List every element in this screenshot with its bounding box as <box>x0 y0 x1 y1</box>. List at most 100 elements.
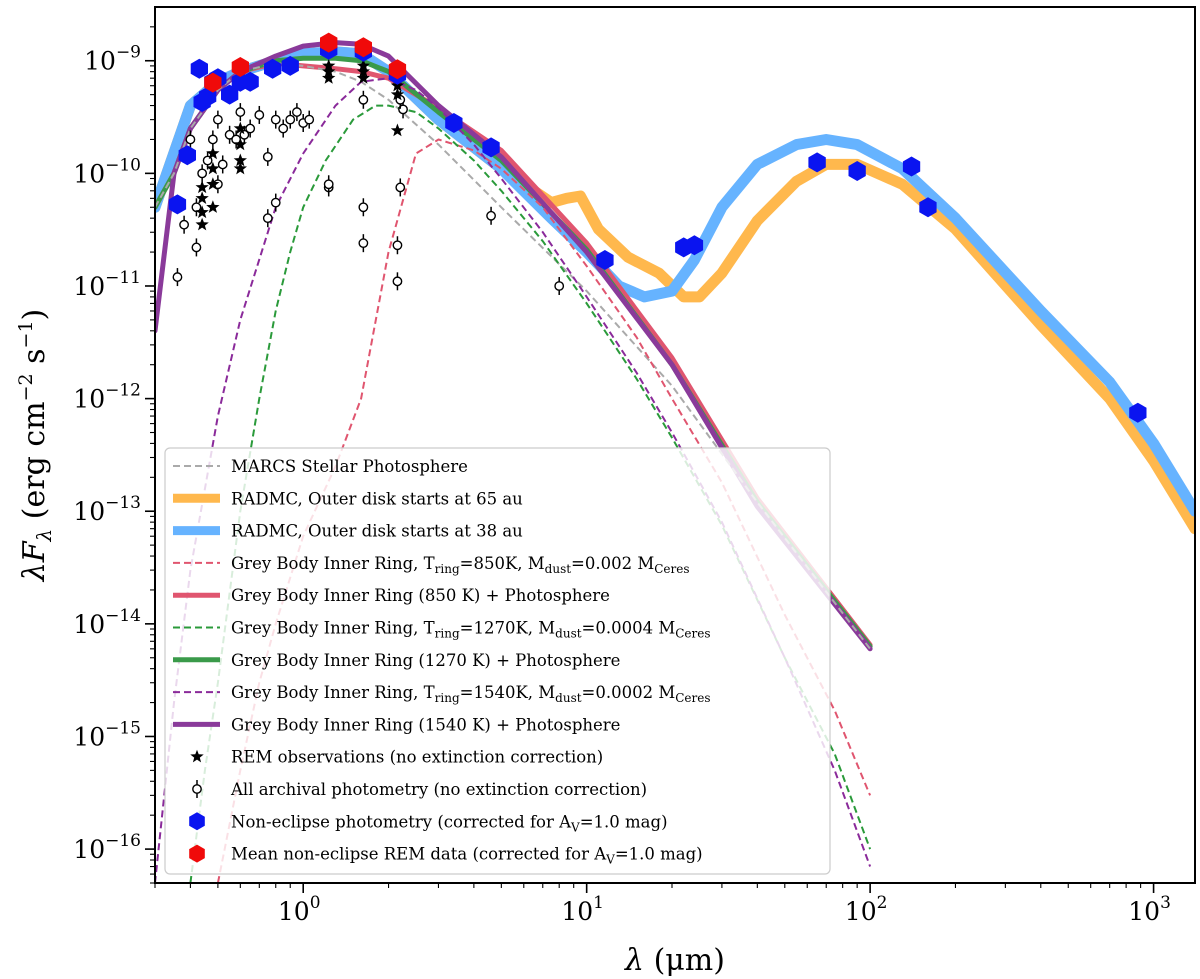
legend-entry-radmc65: RADMC, Outer disk starts at 65 au <box>173 489 523 508</box>
archival-point <box>191 202 202 213</box>
archival-point <box>323 179 334 190</box>
y-tick-label: 10−14 <box>73 606 141 639</box>
rem-point <box>322 64 336 78</box>
y-tick-label: 10−15 <box>73 718 141 751</box>
rem-point <box>390 87 405 101</box>
noneclipse-point <box>221 84 239 105</box>
legend-label: MARCS Stellar Photosphere <box>231 457 468 476</box>
x-tick-label: 103 <box>1128 893 1171 926</box>
legend-label: RADMC, Outer disk starts at 65 au <box>231 489 523 508</box>
legend-entry-ring850: Grey Body Inner Ring, Tring=850K, Mdust=… <box>173 554 690 576</box>
noneclipse-point <box>241 71 259 92</box>
archival-point <box>235 107 246 117</box>
legend-entry-ring1540ph: Grey Body Inner Ring (1540 K) + Photosph… <box>173 715 620 734</box>
rem-point <box>233 153 247 167</box>
rem-point <box>322 58 336 72</box>
legend-swatch <box>189 812 205 831</box>
rem-mean-point <box>320 32 338 53</box>
rem-point <box>195 205 209 219</box>
rem-point <box>322 71 336 84</box>
legend-entry-ring1540: Grey Body Inner Ring, Tring=1540K, Mdust… <box>173 683 711 705</box>
rem-point <box>233 137 247 151</box>
y-tick-label: 10−9 <box>84 43 141 76</box>
photometry-points <box>168 32 1147 423</box>
rem-mean-point <box>388 59 407 80</box>
axis-ticks: 100 101 102 103 10−16 10−15 10−14 10−13 10−12 10−… <box>73 26 1171 926</box>
legend-label: Grey Body Inner Ring (850 K) + Photosphe… <box>231 586 610 605</box>
archival-point <box>278 123 289 134</box>
legend-entry-archival: All archival photometry (no extinction c… <box>192 780 647 799</box>
legend-label: All archival photometry (no extinction c… <box>230 780 647 799</box>
rem-point <box>356 64 370 78</box>
archival-point <box>270 197 281 208</box>
legend-entry-radmc38: RADMC, Outer disk starts at 38 au <box>173 522 523 541</box>
rem-point <box>390 78 405 92</box>
legend-label: Grey Body Inner Ring (1270 K) + Photosph… <box>231 651 620 670</box>
archival-point <box>358 238 369 249</box>
y-axis-label: λFλ (erg cm−2 s−1) <box>15 309 56 583</box>
legend: MARCS Stellar Photosphere RADMC, Outer di… <box>164 447 831 875</box>
legend-entry-ring1270ph: Grey Body Inner Ring (1270 K) + Photosph… <box>173 651 620 670</box>
rem-point <box>206 177 220 190</box>
legend-swatch <box>192 784 202 794</box>
legend-label: RADMC, Outer disk starts at 38 au <box>231 522 523 541</box>
noneclipse-point <box>281 55 299 76</box>
archival-point <box>486 210 496 221</box>
noneclipse-point <box>848 161 866 181</box>
rem-mean-point <box>354 37 372 58</box>
rem-point <box>390 123 405 137</box>
archival-point <box>270 114 281 125</box>
noneclipse-point <box>482 137 500 158</box>
archival-point <box>554 281 565 291</box>
plot-frame <box>154 6 1196 884</box>
archival-point <box>245 123 256 134</box>
x-tick-label: 102 <box>845 893 888 926</box>
noneclipse-point <box>808 152 826 173</box>
legend-entry-ring850ph: Grey Body Inner Ring (850 K) + Photosphe… <box>173 586 610 605</box>
archival-point <box>392 276 403 287</box>
archival-point <box>224 129 235 140</box>
legend-entry-marcs: MARCS Stellar Photosphere <box>173 457 468 476</box>
x-axis-label: λ (μm) <box>624 943 725 978</box>
legend-swatch <box>190 749 204 763</box>
legend-label: REM observations (no extinction correcti… <box>231 748 603 767</box>
rem-point <box>206 200 220 213</box>
x-tick-label: 100 <box>278 893 321 926</box>
legend-entry-rem_mean: Mean non-eclipse REM data (corrected for… <box>189 844 703 867</box>
archival-point <box>207 134 218 145</box>
archival-point <box>262 152 273 162</box>
legend-entry-rem: REM observations (no extinction correcti… <box>190 748 603 767</box>
legend-label: Mean non-eclipse REM data (corrected for… <box>231 845 703 867</box>
noneclipse-point <box>685 235 704 256</box>
archival-point <box>254 110 265 120</box>
noneclipse-point <box>902 156 921 177</box>
archival-point <box>185 134 196 145</box>
rem-mean-point <box>204 72 222 93</box>
archival-point <box>172 272 183 282</box>
archival-point <box>197 168 208 179</box>
y-tick-label: 10−13 <box>73 493 141 526</box>
rem-point <box>233 121 247 135</box>
legend-label: Grey Body Inner Ring, Tring=1270K, Mdust… <box>231 619 711 641</box>
noneclipse-point <box>919 197 937 218</box>
archival-point <box>291 107 302 117</box>
noneclipse-point <box>1129 402 1147 423</box>
noneclipse-point <box>264 58 282 79</box>
legend-entry-noneclipse: Non-eclipse photometry (corrected for AV… <box>189 812 668 834</box>
rem-point <box>356 71 370 84</box>
noneclipse-point <box>178 145 196 166</box>
legend-entry-ring1270: Grey Body Inner Ring, Tring=1270K, Mdust… <box>173 619 711 641</box>
y-tick-label: 10−11 <box>73 268 141 301</box>
rem-point <box>195 191 209 204</box>
rem-point <box>206 161 220 175</box>
archival-point <box>395 182 406 193</box>
rem-point <box>356 58 370 72</box>
y-tick-label: 10−10 <box>73 155 141 188</box>
rem-point <box>206 146 220 160</box>
archival-point <box>358 202 369 213</box>
y-tick-label: 10−12 <box>73 381 141 414</box>
rem-point <box>195 180 209 194</box>
legend-label: Grey Body Inner Ring, Tring=850K, Mdust=… <box>231 554 690 576</box>
archival-point <box>191 242 202 253</box>
